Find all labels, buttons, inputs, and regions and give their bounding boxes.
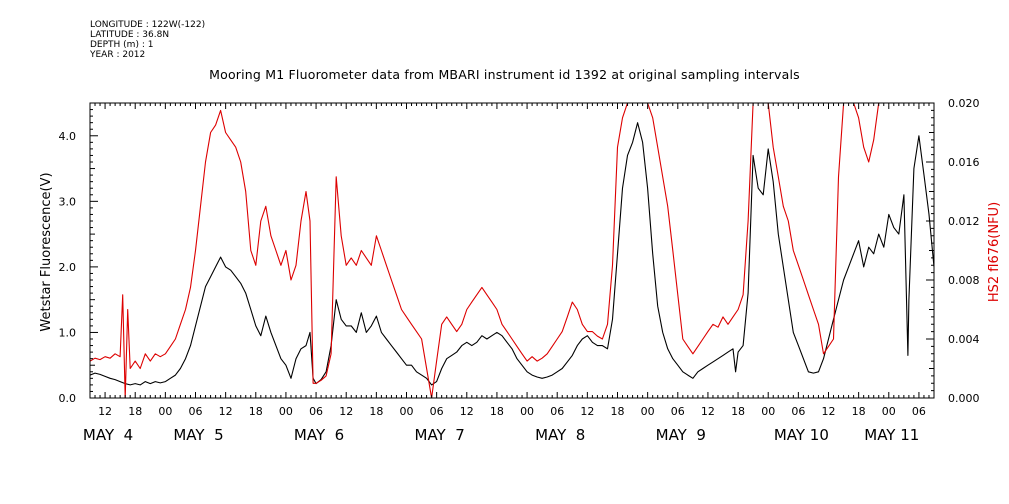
y-left-tick-label: 2.0 (59, 261, 77, 274)
x-tick-label: 12 (822, 405, 836, 418)
y-right-tick-label: 0.016 (948, 156, 980, 169)
x-tick-label: 06 (791, 405, 805, 418)
longitude-label: LONGITUDE : 122W(-122) (90, 20, 206, 30)
x-tick-label: 18 (611, 405, 625, 418)
x-tick-label: 18 (731, 405, 745, 418)
latitude-label: LATITUDE : 36.8N (90, 30, 170, 40)
plot-frame (89, 102, 935, 399)
x-tick-label: 00 (520, 405, 534, 418)
x-tick-label: 12 (98, 405, 112, 418)
y-left-tick-label: 3.0 (59, 195, 77, 208)
y-right-tick-label: 0.000 (948, 392, 980, 405)
series-line-right (90, 103, 889, 398)
x-day-label: MAY 9 (656, 426, 706, 444)
y-right-tick-label: 0.012 (948, 215, 980, 228)
x-tick-label: 18 (369, 405, 383, 418)
x-tick-label: 06 (671, 405, 685, 418)
x-tick-label: 12 (339, 405, 353, 418)
x-day-label: MAY 11 (864, 426, 919, 444)
x-day-label: MAY 4 (83, 426, 133, 444)
x-tick-label: 00 (641, 405, 655, 418)
x-day-label: MAY 5 (173, 426, 223, 444)
x-tick-label: 06 (550, 405, 564, 418)
chart-title: Mooring M1 Fluorometer data from MBARI i… (209, 67, 800, 82)
x-tick-label: 00 (761, 405, 775, 418)
y-right-tick-label: 0.020 (948, 97, 980, 110)
x-tick-label: 00 (158, 405, 172, 418)
x-tick-label: 06 (912, 405, 926, 418)
x-tick-label: 12 (460, 405, 474, 418)
x-day-label: MAY 8 (535, 426, 585, 444)
x-tick-label: 18 (128, 405, 142, 418)
x-tick-label: 00 (279, 405, 293, 418)
x-tick-label: 12 (219, 405, 233, 418)
year-label: YEAR : 2012 (90, 50, 146, 60)
y-right-tick-label: 0.008 (948, 274, 980, 287)
series-layer (90, 103, 934, 398)
axes-layer: 12 18 00 06 12 18 00 06 12 18 00 06 12 18 00 06 12 18 00 06… (59, 97, 980, 444)
depth-label: DEPTH (m) : 1 (90, 40, 154, 50)
y-right-tick-label: 0.004 (948, 333, 980, 346)
metadata-block: LONGITUDE : 122W(-122) LATITUDE : 36.8N … (90, 20, 205, 60)
x-tick-label: 06 (309, 405, 323, 418)
x-tick-label: 00 (400, 405, 414, 418)
y-axis-right-label: HS2 fl676(NFU) (987, 202, 1002, 302)
x-tick-label: 18 (852, 405, 866, 418)
x-tick-label: 00 (882, 405, 896, 418)
y-left-tick-label: 1.0 (59, 326, 77, 339)
y-left-tick-label: 4.0 (59, 130, 77, 143)
x-tick-label: 12 (701, 405, 715, 418)
x-day-label: MAY 10 (774, 426, 829, 444)
x-tick-label: 12 (580, 405, 594, 418)
x-tick-label: 18 (490, 405, 504, 418)
x-tick-label: 06 (189, 405, 203, 418)
y-left-tick-label: 0.0 (59, 392, 77, 405)
x-day-label: MAY 6 (294, 426, 344, 444)
x-tick-label: 18 (249, 405, 263, 418)
frame-layer (89, 102, 935, 399)
y-axis-left-label: Wetstar Fluorescence(V) (39, 172, 54, 331)
x-tick-label: 06 (430, 405, 444, 418)
series-line-left (90, 122, 934, 386)
x-day-label: MAY 7 (415, 426, 465, 444)
